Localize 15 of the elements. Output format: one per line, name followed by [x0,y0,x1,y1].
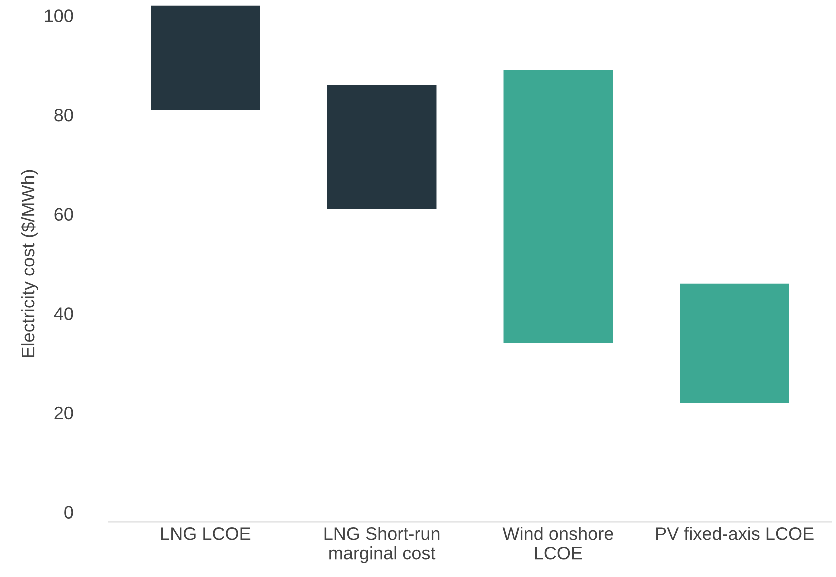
y-tick-label: 60 [54,208,74,222]
x-tick-label: LNG Short-run marginal cost [324,527,440,564]
y-tick-label: 40 [54,308,74,320]
y-axis-title: Electricity cost ($/MWh) [21,170,38,358]
bar [680,284,790,404]
x-tick-label: PV fixed-axis LCOE [656,527,814,540]
bar [327,85,437,210]
x-tick-label: LNG LCOE [162,528,251,540]
x-tick-label: Wind onshore LCOE [502,527,614,560]
bar [504,70,614,344]
y-tick-label: 0 [64,506,74,519]
bar [151,6,260,110]
y-tick-label: 100 [45,10,74,22]
y-tick-label: 20 [54,406,74,420]
y-tick-label: 80 [54,108,74,122]
